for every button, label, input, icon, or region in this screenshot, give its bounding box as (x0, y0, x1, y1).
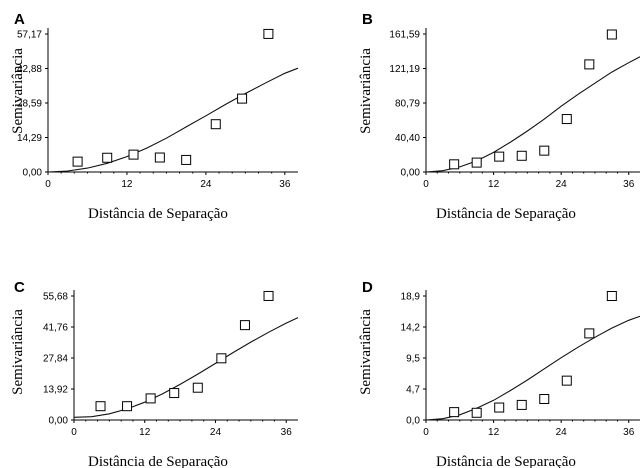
panel-letter: C (14, 279, 25, 296)
data-point (239, 320, 250, 331)
data-point (72, 156, 83, 167)
data-point (181, 154, 192, 165)
y-tick-label: 121,19 (389, 64, 420, 75)
x-tick-label: 0 (423, 179, 429, 190)
data-point (102, 152, 113, 163)
y-tick-label: 14,29 (17, 133, 42, 144)
data-point (494, 402, 505, 413)
chart-panel-b: B 0,00 40,40 80,79 121,19 161,59 0 12 24 36 Distân… (358, 11, 640, 222)
data-point (561, 375, 572, 386)
data-point (154, 152, 165, 163)
data-point (145, 393, 156, 404)
x-tick-label: 12 (121, 179, 133, 190)
y-tick-label: 0,0 (406, 416, 420, 427)
data-point (516, 150, 527, 161)
data-point (516, 399, 527, 410)
y-tick-label: 27,84 (43, 354, 68, 365)
panel-letter: A (14, 11, 25, 28)
data-point (169, 388, 180, 399)
y-tick-label: 161,59 (389, 30, 420, 41)
x-tick-label: 24 (556, 427, 568, 438)
x-tick-label: 24 (210, 427, 222, 438)
x-axis-title: Distância de Separação (436, 454, 576, 468)
data-point (471, 157, 482, 168)
data-point (95, 401, 106, 412)
y-tick-label: 55,68 (43, 292, 68, 303)
data-point (584, 59, 595, 70)
x-tick-label: 12 (139, 427, 151, 438)
y-axis-title: Semivariância (10, 309, 26, 395)
x-tick-label: 36 (281, 427, 293, 438)
data-point (539, 145, 550, 156)
data-point (122, 401, 133, 412)
chart-panel-c: C 0,00 13,92 27,84 41,76 55,68 0 12 24 36 Distânci… (10, 279, 299, 468)
y-axis-title: Semivariância (10, 48, 26, 134)
x-axis-title: Distância de Separação (88, 454, 228, 468)
x-axis-title: Distância de Separação (88, 206, 228, 222)
x-tick-label: 36 (623, 179, 635, 190)
y-tick-label: 0,00 (23, 168, 43, 179)
data-point (128, 149, 139, 160)
x-tick-label: 24 (200, 179, 212, 190)
data-point (237, 93, 248, 104)
model-curve (425, 315, 640, 421)
y-tick-label: 28,59 (17, 99, 42, 110)
y-tick-label: 80,79 (395, 99, 420, 110)
y-tick-label: 13,92 (43, 385, 68, 396)
data-point (539, 394, 550, 405)
x-tick-label: 0 (45, 179, 51, 190)
data-point (606, 29, 617, 40)
model-curve (425, 56, 640, 173)
x-tick-label: 12 (488, 179, 500, 190)
data-point (192, 382, 203, 393)
model-curve (73, 317, 299, 418)
data-point (494, 151, 505, 162)
panel-letter: D (362, 279, 373, 296)
x-tick-label: 0 (71, 427, 77, 438)
x-tick-label: 36 (623, 427, 635, 438)
data-point (561, 114, 572, 125)
data-point (210, 119, 221, 130)
x-tick-label: 36 (279, 179, 291, 190)
y-axis-title: Semivariância (358, 48, 374, 134)
y-tick-label: 41,76 (43, 323, 68, 334)
y-tick-label: 0,00 (49, 416, 69, 427)
y-tick-label: 4,7 (406, 385, 420, 396)
y-tick-label: 57,17 (17, 30, 42, 41)
data-point (263, 28, 274, 39)
data-point (216, 353, 227, 364)
panel-letter: B (362, 11, 373, 28)
x-tick-label: 24 (556, 179, 568, 190)
x-tick-label: 12 (488, 427, 500, 438)
x-axis-title: Distância de Separação (436, 206, 576, 222)
data-point (584, 328, 595, 339)
chart-panel-a: A 0,00 14,29 28,59 42,88 57,17 0 12 24 36 Distânci… (10, 11, 299, 222)
data-point (606, 291, 617, 301)
y-tick-label: 14,2 (401, 323, 421, 334)
data-point (263, 290, 274, 301)
chart-panel-d: D 0,0 4,7 9,5 14,2 18,9 0 12 24 36 Distância de Se… (358, 279, 640, 468)
model-curve (47, 67, 299, 173)
y-axis-title: Semivariância (358, 309, 374, 395)
x-tick-label: 0 (423, 427, 429, 438)
data-point (449, 407, 460, 418)
y-tick-label: 0,00 (401, 168, 421, 179)
y-tick-label: 40,40 (395, 133, 420, 144)
y-tick-label: 18,9 (401, 292, 421, 303)
y-tick-label: 9,5 (406, 354, 420, 365)
data-point (449, 159, 460, 170)
data-point (471, 407, 482, 418)
y-tick-label: 42,88 (17, 64, 42, 75)
